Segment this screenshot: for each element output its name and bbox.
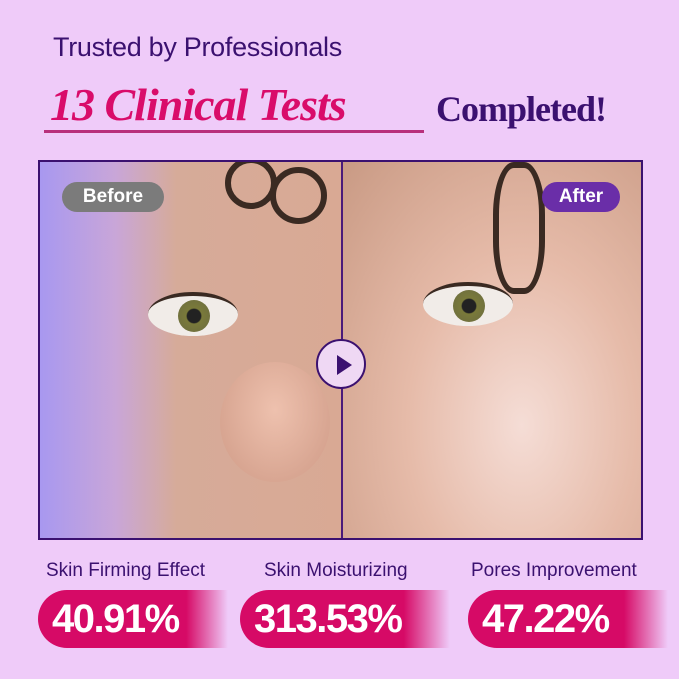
hair-curl (270, 167, 327, 224)
nose-shape (220, 362, 330, 482)
after-image (343, 162, 641, 538)
hair-curl (493, 162, 545, 294)
stat-label: Pores Improvement (471, 560, 637, 581)
stat-label: Skin Moisturizing (264, 560, 408, 581)
before-after-photo: Before After (38, 160, 643, 540)
eye-shape (423, 282, 513, 326)
before-badge: Before (62, 182, 164, 212)
headline-highlight: 13 Clinical Tests (50, 79, 347, 130)
before-image (40, 162, 343, 538)
subtitle: Trusted by Professionals (53, 32, 342, 62)
stat-value: 47.22% (468, 590, 668, 648)
play-button[interactable] (316, 339, 366, 389)
play-icon (337, 355, 352, 375)
eye-shape (148, 292, 238, 336)
stat-value: 40.91% (38, 590, 228, 648)
after-badge: After (542, 182, 620, 212)
headline-underline (44, 130, 424, 133)
hair-curl (225, 162, 277, 209)
headline-suffix: Completed! (436, 89, 607, 129)
stat-label: Skin Firming Effect (46, 560, 206, 581)
stat-value: 313.53% (240, 590, 450, 648)
